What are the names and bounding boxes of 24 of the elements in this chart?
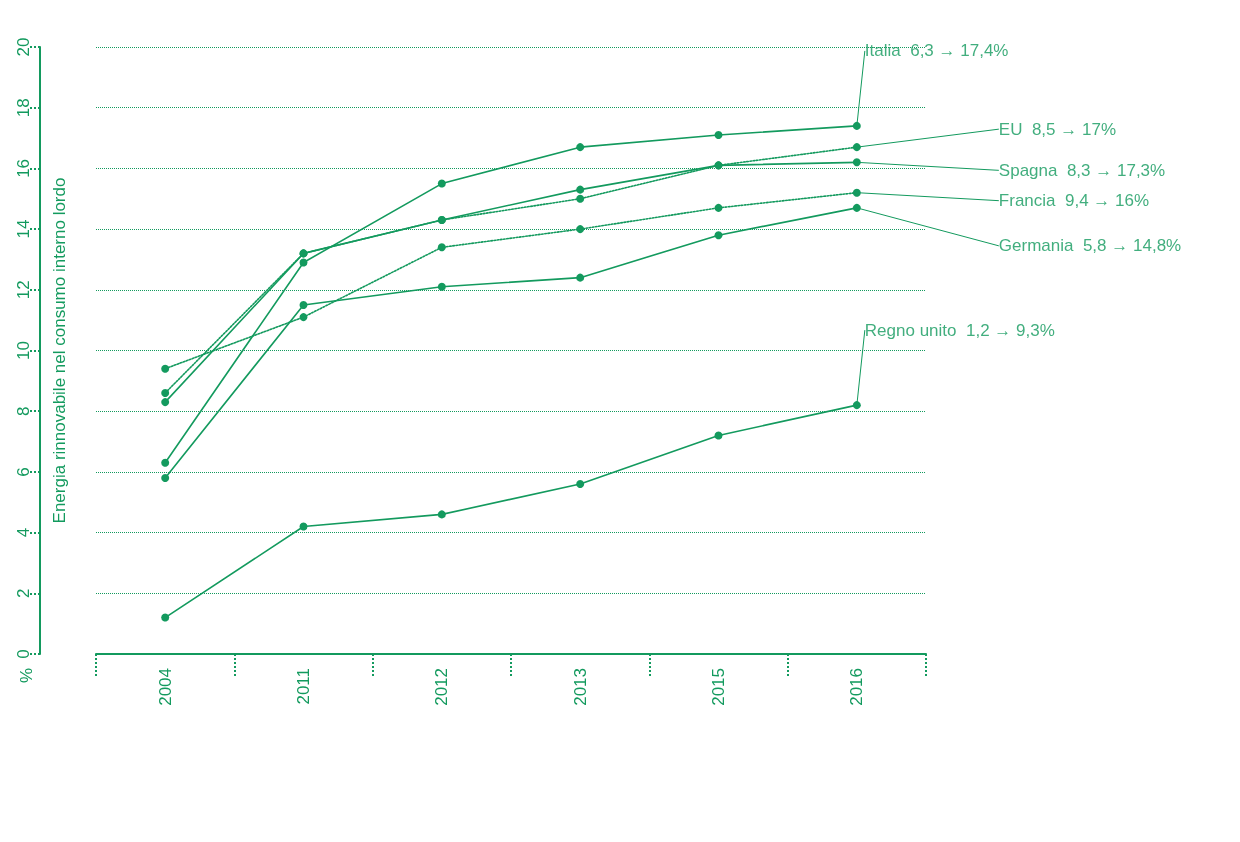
annotation: Francia 9,4 → 16% [998,191,1150,211]
x-tick-label: 2015 [709,668,728,706]
y-tick-label: 12 [14,280,33,300]
annotation: EU 8,5 → 17% [998,119,1117,139]
y-tick-label: 0 [14,649,33,659]
y-tick-label: 16 [14,158,33,178]
x-tick-label: 2013 [570,668,590,706]
y-tick-label: 10 [14,341,33,360]
annotation: Spagna 8,3 → 17,3% [998,160,1166,180]
annotation: Regno unito 1,2 → 9,3% [864,320,1055,340]
y-tick-label: 6 [14,467,33,477]
y-tick-label: 8 [14,406,33,416]
x-tick-label: 2004 [155,668,175,706]
annotation: Germania 5,8 → 14,8% [998,236,1182,256]
text: % [17,667,36,684]
y-axis-title: Energia rinnovabile nel consumo interno lordo [50,177,69,524]
y-tick-label: 4 [14,527,33,538]
x-tick-label: 2016 [847,668,867,706]
y-tick-label: 18 [14,98,33,118]
y-tick-label: 20 [14,37,33,57]
y-tick-label: 14 [14,219,33,239]
y-tick-label: 2 [14,588,33,599]
x-tick-label: 2011 [294,668,313,705]
x-tick-label: 2012 [432,668,452,706]
